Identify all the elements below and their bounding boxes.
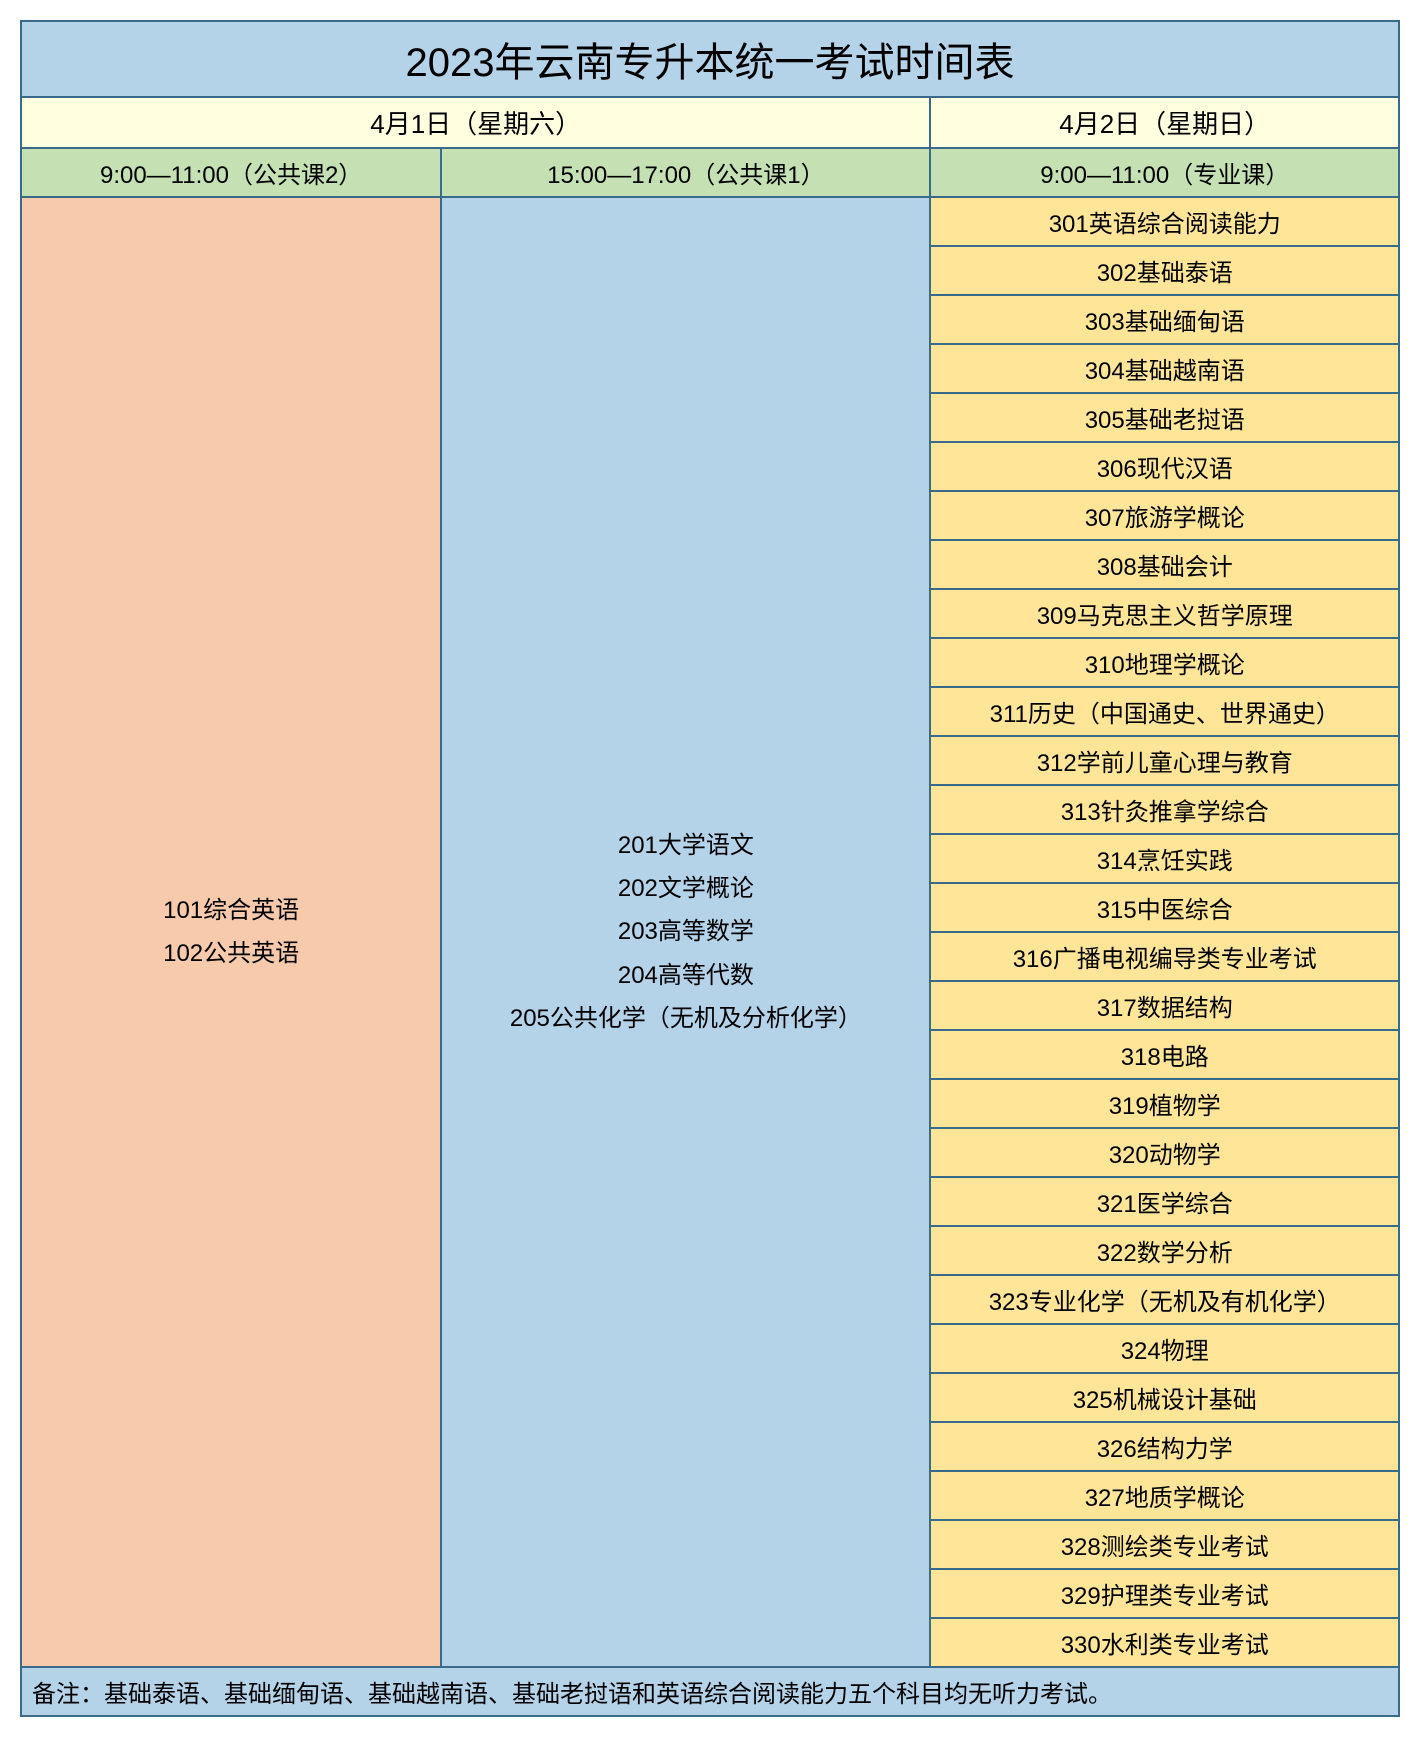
column3-course: 313针灸推拿学综合	[930, 785, 1399, 834]
column3-course: 317数据结构	[930, 981, 1399, 1030]
timeslot-1: 9:00—11:00（公共课2）	[21, 148, 441, 197]
course-rows: 101综合英语102公共英语201大学语文202文学概论203高等数学204高等…	[21, 197, 1399, 1667]
course-item: 201大学语文	[446, 824, 925, 867]
column3-course: 306现代汉语	[930, 442, 1399, 491]
column3-course: 330水利类专业考试	[930, 1618, 1399, 1667]
column3-course: 312学前儿童心理与教育	[930, 736, 1399, 785]
column3-course: 314烹饪实践	[930, 834, 1399, 883]
column3-course: 328测绘类专业考试	[930, 1520, 1399, 1569]
footnote-text: 备注：基础泰语、基础缅甸语、基础越南语、基础老挝语和英语综合阅读能力五个科目均无…	[21, 1667, 1399, 1716]
course-item: 101综合英语	[26, 889, 436, 932]
exam-schedule-table: 2023年云南专升本统一考试时间表 4月1日（星期六） 4月2日（星期日） 9:…	[20, 20, 1400, 1717]
column3-course: 315中医综合	[930, 883, 1399, 932]
column3-course: 309马克思主义哲学原理	[930, 589, 1399, 638]
course-item: 202文学概论	[446, 867, 925, 910]
title-row: 2023年云南专升本统一考试时间表	[21, 21, 1399, 97]
column3-course: 308基础会计	[930, 540, 1399, 589]
column1-courses: 101综合英语102公共英语	[21, 197, 441, 1667]
column3-course: 305基础老挝语	[930, 393, 1399, 442]
column3-course: 304基础越南语	[930, 344, 1399, 393]
schedule-title: 2023年云南专升本统一考试时间表	[21, 21, 1399, 97]
column3-course: 321医学综合	[930, 1177, 1399, 1226]
column3-course: 301英语综合阅读能力	[930, 197, 1399, 246]
footnote-row: 备注：基础泰语、基础缅甸语、基础越南语、基础老挝语和英语综合阅读能力五个科目均无…	[21, 1667, 1399, 1716]
date-row: 4月1日（星期六） 4月2日（星期日）	[21, 97, 1399, 148]
column3-course: 320动物学	[930, 1128, 1399, 1177]
column3-course: 327地质学概论	[930, 1471, 1399, 1520]
date-day1: 4月1日（星期六）	[21, 97, 930, 148]
column3-course: 316广播电视编导类专业考试	[930, 932, 1399, 981]
course-item: 204高等代数	[446, 954, 925, 997]
table-body: 2023年云南专升本统一考试时间表 4月1日（星期六） 4月2日（星期日） 9:…	[21, 21, 1399, 197]
course-item: 102公共英语	[26, 932, 436, 975]
column3-course: 303基础缅甸语	[930, 295, 1399, 344]
column2-courses: 201大学语文202文学概论203高等数学204高等代数205公共化学（无机及分…	[441, 197, 930, 1667]
column3-course: 323专业化学（无机及有机化学）	[930, 1275, 1399, 1324]
column3-course: 322数学分析	[930, 1226, 1399, 1275]
column3-course: 307旅游学概论	[930, 491, 1399, 540]
footer-body: 备注：基础泰语、基础缅甸语、基础越南语、基础老挝语和英语综合阅读能力五个科目均无…	[21, 1667, 1399, 1716]
column3-course: 326结构力学	[930, 1422, 1399, 1471]
column3-course: 329护理类专业考试	[930, 1569, 1399, 1618]
column3-course: 302基础泰语	[930, 246, 1399, 295]
course-item: 203高等数学	[446, 910, 925, 953]
column3-course: 310地理学概论	[930, 638, 1399, 687]
time-row: 9:00—11:00（公共课2） 15:00—17:00（公共课1） 9:00—…	[21, 148, 1399, 197]
date-day2: 4月2日（星期日）	[930, 97, 1399, 148]
column3-course: 318电路	[930, 1030, 1399, 1079]
column3-course: 324物理	[930, 1324, 1399, 1373]
timeslot-2: 15:00—17:00（公共课1）	[441, 148, 930, 197]
column3-course: 325机械设计基础	[930, 1373, 1399, 1422]
table-row: 101综合英语102公共英语201大学语文202文学概论203高等数学204高等…	[21, 197, 1399, 246]
column3-course: 319植物学	[930, 1079, 1399, 1128]
column3-course: 311历史（中国通史、世界通史）	[930, 687, 1399, 736]
course-item: 205公共化学（无机及分析化学）	[446, 997, 925, 1040]
timeslot-3: 9:00—11:00（专业课）	[930, 148, 1399, 197]
